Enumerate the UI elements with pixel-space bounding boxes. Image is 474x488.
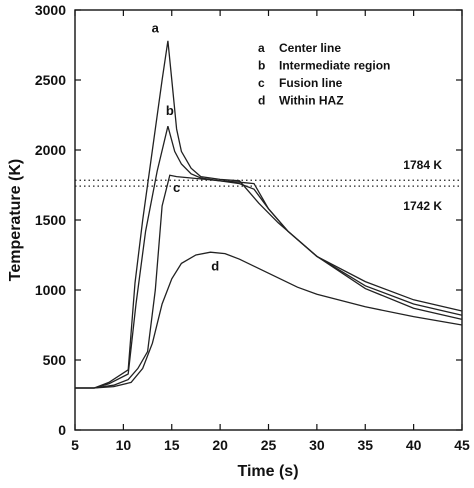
axis-ticks: 5 10 15 20 25 30 35 40 45 0 500 1000 1500 2000 2500 300… [35, 2, 470, 453]
x-tick-label: 40 [406, 437, 422, 453]
y-tick-label: 2500 [35, 72, 66, 88]
x-tick-label: 10 [116, 437, 132, 453]
legend-key-c: c [258, 76, 265, 90]
x-tick-label: 45 [454, 437, 470, 453]
curve-label-b: b [166, 103, 174, 118]
x-tick-label: 20 [212, 437, 228, 453]
curve-labels: a b c d [152, 20, 220, 273]
x-tick-label: 35 [357, 437, 373, 453]
legend-key-d: d [258, 94, 265, 108]
legend-entry-b: Intermediate region [279, 59, 390, 73]
series-line-c [75, 174, 463, 389]
x-tick-label: 30 [309, 437, 325, 453]
x-tick-label: 25 [261, 437, 277, 453]
plot-frame [74, 9, 463, 431]
legend-entry-c: Fusion line [279, 76, 343, 90]
reference-label-1742: 1742 K [403, 199, 442, 213]
reference-lines: 1784 K 1742 K [75, 158, 462, 213]
reference-label-1784: 1784 K [403, 158, 442, 172]
legend-key-a: a [258, 41, 265, 55]
y-tick-label: 2000 [35, 142, 66, 158]
series-line-d [75, 251, 463, 389]
curve-label-a: a [152, 20, 160, 35]
x-tick-label: 5 [71, 437, 79, 453]
legend: a Center line b Intermediate region c Fusion … [258, 41, 390, 108]
legend-entry-a: Center line [279, 41, 341, 55]
y-axis-title: Temperature (K) [7, 159, 24, 281]
legend-key-b: b [258, 59, 265, 73]
y-tick-label: 1500 [35, 212, 66, 228]
curve-label-c: c [173, 180, 180, 195]
y-tick-label: 0 [58, 422, 66, 438]
series-group [75, 40, 463, 389]
y-tick-label: 500 [43, 352, 67, 368]
plot-area-border [74, 9, 463, 431]
legend-entry-d: Within HAZ [279, 94, 344, 108]
x-axis-title: Time (s) [237, 463, 298, 480]
y-tick-label: 3000 [35, 2, 66, 18]
curve-label-d: d [211, 258, 219, 273]
x-tick-label: 15 [164, 437, 180, 453]
y-tick-label: 1000 [35, 282, 66, 298]
